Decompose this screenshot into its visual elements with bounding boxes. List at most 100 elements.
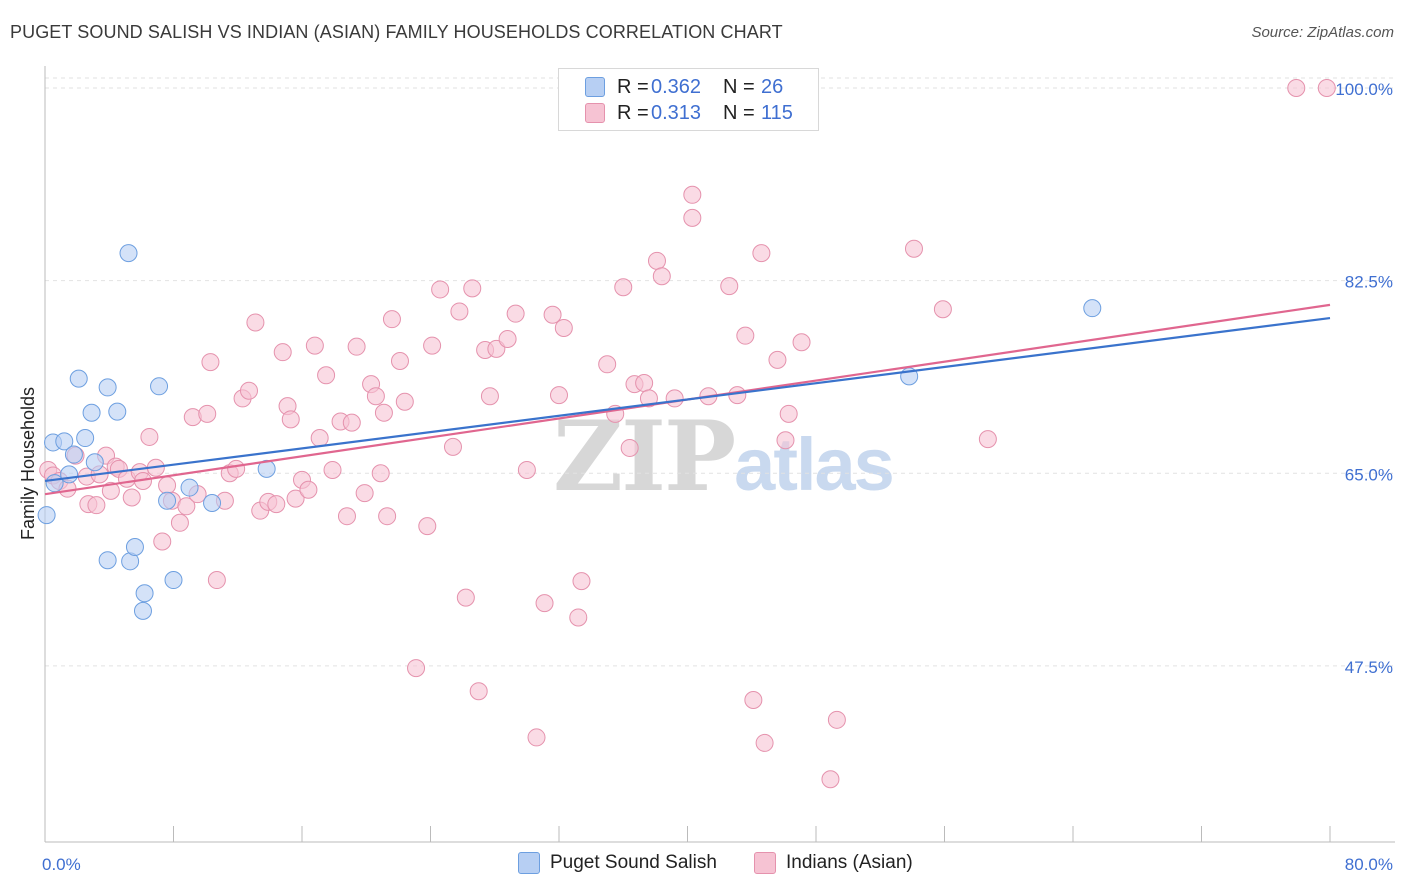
data-point-indians-asian [170, 513, 189, 532]
data-point-puget-sound-salish [158, 491, 177, 510]
puget-sound-salish-points [37, 244, 1102, 620]
data-point-puget-sound-salish [69, 369, 88, 388]
series-legend: Puget Sound Salish Indians (Asian) [0, 852, 1406, 876]
data-point-indians-asian [371, 464, 390, 483]
data-point-indians-asian [527, 728, 546, 747]
data-point-indians-asian [337, 507, 356, 526]
data-point-indians-asian [317, 366, 336, 385]
indians-asian-points [39, 79, 1336, 789]
data-point-puget-sound-salish [135, 584, 154, 603]
watermark: ZIPatlas [553, 400, 895, 513]
data-point-indians-asian [647, 251, 666, 270]
data-point-puget-sound-salish [203, 493, 222, 512]
legend-row-puget-sound-salish: R = 0.362 N = 26 [585, 75, 783, 99]
tick-labels: 47.5% 65.0% 82.5% 100.0% 0.0% 80.0% [42, 80, 1393, 874]
data-point-indians-asian [598, 355, 617, 374]
watermark-atlas: atlas [734, 423, 895, 506]
data-point-indians-asian [683, 185, 702, 204]
data-point-indians-asian [299, 480, 318, 499]
data-point-indians-asian [827, 710, 846, 729]
data-point-indians-asian [101, 481, 120, 500]
series-swatch-blue [518, 852, 540, 874]
data-point-indians-asian [207, 571, 226, 590]
data-point-puget-sound-salish [98, 378, 117, 397]
data-point-puget-sound-salish [37, 506, 56, 525]
data-point-indians-asian [87, 496, 106, 515]
data-point-indians-asian [342, 413, 361, 432]
data-point-puget-sound-salish [98, 551, 117, 570]
data-point-indians-asian [728, 386, 747, 405]
legend-swatch-pink [585, 103, 605, 123]
data-point-indians-asian [933, 300, 952, 319]
data-point-indians-asian [535, 594, 554, 613]
data-point-indians-asian [201, 353, 220, 372]
data-point-indians-asian [305, 336, 324, 355]
series-legend-label: Indians (Asian) [786, 852, 913, 873]
data-point-puget-sound-salish [55, 432, 74, 451]
data-point-indians-asian [239, 381, 258, 400]
data-point-puget-sound-salish [133, 601, 152, 620]
data-point-puget-sound-salish [108, 402, 127, 421]
data-point-puget-sound-salish [76, 429, 95, 448]
series-legend-label: Puget Sound Salish [550, 852, 717, 873]
data-point-indians-asian [517, 460, 536, 479]
chart-title: PUGET SOUND SALISH VS INDIAN (ASIAN) FAM… [10, 22, 783, 42]
data-point-puget-sound-salish [164, 571, 183, 590]
data-point-indians-asian [768, 350, 787, 369]
data-point-indians-asian [246, 313, 265, 332]
data-point-indians-asian [198, 404, 217, 423]
data-point-indians-asian [554, 318, 573, 337]
data-point-indians-asian [281, 410, 300, 429]
data-point-indians-asian [395, 392, 414, 411]
data-point-indians-asian [407, 659, 426, 678]
data-point-indians-asian [382, 310, 401, 329]
data-point-indians-asian [267, 495, 286, 514]
y-tick-label: 47.5% [1345, 658, 1393, 677]
data-point-puget-sound-salish [150, 377, 169, 396]
data-point-indians-asian [310, 429, 329, 448]
data-point-indians-asian [323, 460, 342, 479]
data-point-puget-sound-salish [64, 445, 83, 464]
data-point-puget-sound-salish [180, 478, 199, 497]
data-point-indians-asian [639, 389, 658, 408]
data-point-indians-asian [752, 244, 771, 263]
data-point-puget-sound-salish [85, 453, 104, 472]
data-point-indians-asian [821, 770, 840, 789]
data-point-indians-asian [665, 389, 684, 408]
data-point-indians-asian [498, 329, 517, 348]
data-point-indians-asian [463, 279, 482, 298]
data-point-indians-asian [720, 277, 739, 296]
data-point-indians-asian [423, 336, 442, 355]
data-point-puget-sound-salish [257, 459, 276, 478]
x-tick-label: 0.0% [42, 855, 81, 874]
data-point-indians-asian [614, 278, 633, 297]
series-legend-puget-sound-salish[interactable]: Puget Sound Salish [518, 852, 717, 874]
x-tick-label: 80.0% [1345, 855, 1393, 874]
trend-line-puget-sound-salish [44, 316, 1331, 483]
data-point-indians-asian [153, 532, 172, 551]
data-point-indians-asian [744, 691, 763, 710]
series-swatch-pink [754, 852, 776, 874]
legend-r-value: 0.362 [651, 75, 702, 98]
data-point-puget-sound-salish [60, 465, 79, 484]
data-point-indians-asian [776, 431, 795, 450]
y-tick-label: 82.5% [1345, 273, 1393, 292]
gridlines [45, 77, 1395, 667]
source-label: Source: ZipAtlas.com [1251, 24, 1394, 41]
data-point-indians-asian [378, 507, 397, 526]
data-point-puget-sound-salish [1083, 299, 1102, 318]
data-point-indians-asian [792, 333, 811, 352]
data-point-indians-asian [140, 427, 159, 446]
series-legend-indians-asian[interactable]: Indians (Asian) [754, 852, 913, 874]
legend-n-value: 115 [761, 101, 793, 124]
y-axis-label: Family Households [18, 386, 38, 540]
axes [44, 66, 1395, 843]
legend-n-label: N = [723, 101, 755, 124]
data-point-indians-asian [550, 386, 568, 405]
data-point-indians-asian [904, 239, 923, 258]
data-point-indians-asian [374, 403, 393, 422]
data-point-indians-asian [469, 682, 488, 701]
data-point-indians-asian [652, 267, 671, 286]
data-point-indians-asian [635, 374, 654, 393]
